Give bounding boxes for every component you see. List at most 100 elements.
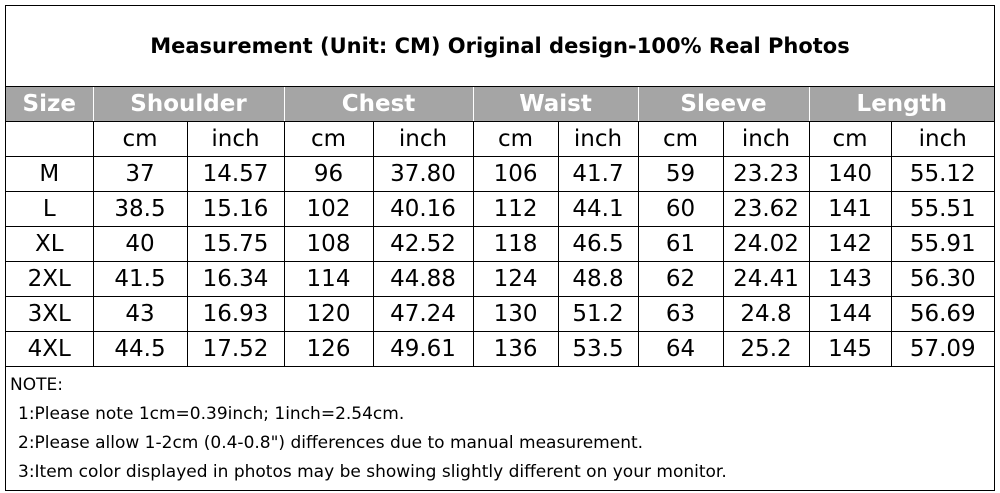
title: Measurement (Unit: CM) Original design-1… <box>6 6 994 87</box>
unit-cell: inch <box>890 121 995 157</box>
value-cell: 37 <box>92 156 188 192</box>
value-cell: 24.8 <box>722 296 810 332</box>
blank-cell <box>6 121 94 157</box>
value-cell: 108 <box>283 226 374 262</box>
size-cell: L <box>6 191 94 227</box>
value-cell: 16.93 <box>186 296 285 332</box>
data-row: 4XL 44.5 17.52 126 49.61 136 53.5 64 25.2 145 57.0… <box>6 331 995 367</box>
value-cell: 46.5 <box>557 226 639 262</box>
unit-cell: cm <box>637 121 724 157</box>
value-cell: 55.12 <box>890 156 995 192</box>
value-cell: 142 <box>808 226 892 262</box>
value-cell: 24.02 <box>722 226 810 262</box>
unit-cell: inch <box>722 121 810 157</box>
value-cell: 16.34 <box>186 261 285 297</box>
header-row: Size Shoulder Chest Waist Sleeve Length <box>6 87 995 122</box>
value-cell: 15.16 <box>186 191 285 227</box>
value-cell: 51.2 <box>557 296 639 332</box>
data-row: 3XL 43 16.93 120 47.24 130 51.2 63 24.8 144 56.69 <box>6 296 995 332</box>
value-cell: 141 <box>808 191 892 227</box>
value-cell: 130 <box>472 296 559 332</box>
value-cell: 49.61 <box>372 331 474 367</box>
data-row: XL 40 15.75 108 42.52 118 46.5 61 24.02 142 55.91 <box>6 226 995 262</box>
value-cell: 60 <box>637 191 724 227</box>
value-cell: 44.5 <box>92 331 188 367</box>
value-cell: 63 <box>637 296 724 332</box>
unit-cell: cm <box>472 121 559 157</box>
note-item: 1:Please note 1cm=0.39inch; 1inch=2.54cm… <box>18 404 405 424</box>
value-cell: 15.75 <box>186 226 285 262</box>
value-cell: 43 <box>92 296 188 332</box>
header-cell: Length <box>808 87 995 122</box>
note-item: 2:Please allow 1-2cm (0.4-0.8") differen… <box>18 433 644 453</box>
value-cell: 55.51 <box>890 191 995 227</box>
value-cell: 24.41 <box>722 261 810 297</box>
value-cell: 112 <box>472 191 559 227</box>
value-cell: 41.7 <box>557 156 639 192</box>
value-cell: 41.5 <box>92 261 188 297</box>
value-cell: 56.69 <box>890 296 995 332</box>
data-row: 2XL 41.5 16.34 114 44.88 124 48.8 62 24.41 143 56.… <box>6 261 995 297</box>
header-cell: Waist <box>472 87 639 122</box>
size-cell: 2XL <box>6 261 94 297</box>
value-cell: 144 <box>808 296 892 332</box>
data-row: L 38.5 15.16 102 40.16 112 44.1 60 23.62 141 55.51 <box>6 191 995 227</box>
unit-cell: cm <box>283 121 374 157</box>
value-cell: 40 <box>92 226 188 262</box>
header-cell: Sleeve <box>637 87 810 122</box>
size-cell: M <box>6 156 94 192</box>
note-item: 3:Item color displayed in photos may be … <box>18 462 727 482</box>
value-cell: 42.52 <box>372 226 474 262</box>
value-cell: 44.88 <box>372 261 474 297</box>
value-cell: 96 <box>283 156 374 192</box>
header-cell: Chest <box>283 87 474 122</box>
unit-cell: cm <box>808 121 892 157</box>
value-cell: 102 <box>283 191 374 227</box>
value-cell: 55.91 <box>890 226 995 262</box>
size-table: Size Shoulder Chest Waist Sleeve Length cm inch… <box>6 87 995 367</box>
value-cell: 57.09 <box>890 331 995 367</box>
value-cell: 38.5 <box>92 191 188 227</box>
unit-row: cm inch cm inch cm inch cm inch cm inch <box>6 121 995 157</box>
unit-cell: inch <box>372 121 474 157</box>
value-cell: 23.23 <box>722 156 810 192</box>
notes-title: NOTE: <box>10 375 63 395</box>
value-cell: 17.52 <box>186 331 285 367</box>
value-cell: 114 <box>283 261 374 297</box>
value-cell: 143 <box>808 261 892 297</box>
value-cell: 62 <box>637 261 724 297</box>
value-cell: 145 <box>808 331 892 367</box>
value-cell: 118 <box>472 226 559 262</box>
value-cell: 44.1 <box>557 191 639 227</box>
value-cell: 48.8 <box>557 261 639 297</box>
size-cell: 3XL <box>6 296 94 332</box>
value-cell: 106 <box>472 156 559 192</box>
notes: NOTE: 1:Please note 1cm=0.39inch; 1inch=… <box>6 367 994 487</box>
unit-cell: inch <box>557 121 639 157</box>
value-cell: 25.2 <box>722 331 810 367</box>
value-cell: 120 <box>283 296 374 332</box>
unit-cell: inch <box>186 121 285 157</box>
value-cell: 56.30 <box>890 261 995 297</box>
value-cell: 47.24 <box>372 296 474 332</box>
value-cell: 37.80 <box>372 156 474 192</box>
value-cell: 53.5 <box>557 331 639 367</box>
data-row: M 37 14.57 96 37.80 106 41.7 59 23.23 140 55.12 <box>6 156 995 192</box>
value-cell: 140 <box>808 156 892 192</box>
size-cell: XL <box>6 226 94 262</box>
value-cell: 23.62 <box>722 191 810 227</box>
value-cell: 14.57 <box>186 156 285 192</box>
header-cell: Size <box>6 87 94 122</box>
value-cell: 61 <box>637 226 724 262</box>
value-cell: 59 <box>637 156 724 192</box>
value-cell: 126 <box>283 331 374 367</box>
unit-cell: cm <box>92 121 188 157</box>
value-cell: 64 <box>637 331 724 367</box>
header-cell: Shoulder <box>92 87 285 122</box>
value-cell: 124 <box>472 261 559 297</box>
size-chart: Measurement (Unit: CM) Original design-1… <box>5 5 995 491</box>
value-cell: 136 <box>472 331 559 367</box>
value-cell: 40.16 <box>372 191 474 227</box>
size-cell: 4XL <box>6 331 94 367</box>
